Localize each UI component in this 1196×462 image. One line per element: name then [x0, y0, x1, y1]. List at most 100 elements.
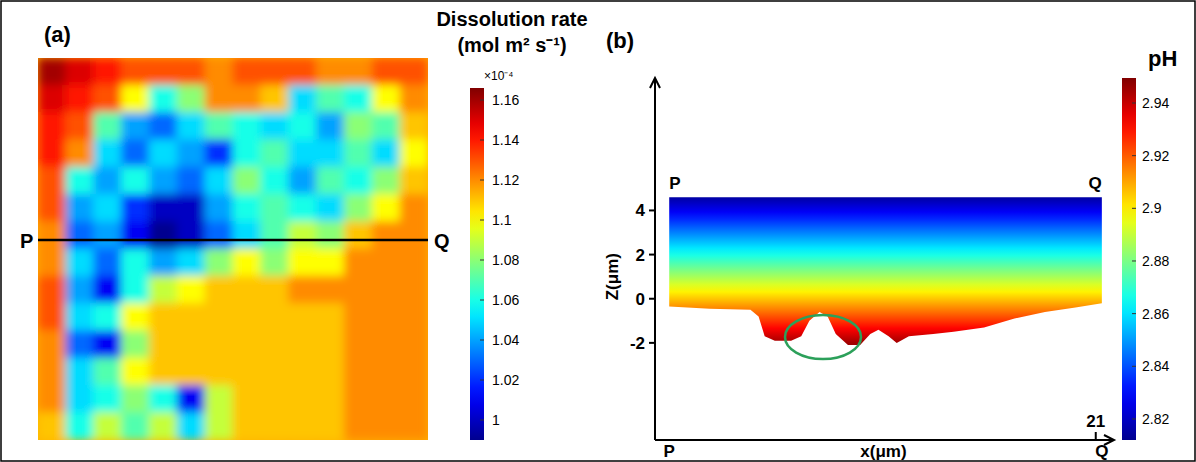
heatmap-cell	[260, 58, 289, 86]
heatmap-cell	[233, 330, 262, 358]
heatmap-cell	[149, 112, 178, 140]
heatmap-cell	[149, 303, 178, 331]
map-ground	[38, 58, 428, 440]
heatmap-cell	[260, 139, 289, 167]
heatmap-cell	[400, 167, 428, 195]
heatmap-cell	[316, 58, 345, 86]
colorbar-tick-label: 1.04	[492, 332, 519, 348]
heatmap-cell	[344, 330, 373, 358]
figure: (a)PQ11.021.041.061.081.11.121.141.16×10…	[0, 0, 1196, 462]
heatmap-cell	[316, 221, 345, 249]
heatmap-cell	[121, 330, 150, 358]
heatmap-cell	[288, 330, 317, 358]
heatmap-cell	[177, 58, 206, 86]
heatmap-cell	[260, 303, 289, 331]
heatmap-cell	[288, 167, 317, 195]
heatmap-cell	[260, 85, 289, 113]
heatmap-cell	[288, 303, 317, 331]
heatmap-cell	[177, 303, 206, 331]
heatmap-cell	[177, 385, 206, 413]
heatmap-cell	[121, 249, 150, 277]
heatmap-cell	[121, 194, 150, 222]
highlight	[785, 315, 861, 359]
heatmap-cell	[149, 385, 178, 413]
heatmap-cell	[316, 358, 345, 386]
panel-label: (b)	[606, 28, 634, 53]
x-axis-title: x(μm)	[860, 442, 906, 461]
heatmap-cell	[260, 167, 289, 195]
heatmap-cell	[316, 330, 345, 358]
colorbar-tick	[1132, 103, 1136, 104]
heatmap-cell	[288, 221, 317, 249]
heatmap-cell	[260, 330, 289, 358]
heatmap-cell	[65, 412, 94, 440]
colorbar-tick-label: 2.9	[1142, 200, 1162, 216]
heatmap-cell	[93, 167, 122, 195]
heatmap-cell	[205, 412, 234, 440]
colorbar-tick	[1132, 418, 1136, 419]
colorbar-tick-label: 1.1	[492, 212, 512, 228]
colorbar-tick-label: 1.02	[492, 372, 519, 388]
heatmap-cell	[344, 221, 373, 249]
heatmap-cell	[260, 358, 289, 386]
colorbar-tick-label: 2.82	[1142, 411, 1169, 427]
heatmap-cell	[38, 303, 66, 331]
heatmap-cell	[288, 85, 317, 113]
colorbar-tick-label: 2.84	[1142, 358, 1169, 374]
heatmap-cell	[93, 385, 122, 413]
heatmap-cell	[288, 58, 317, 86]
colorbar-tick	[480, 140, 484, 141]
heatmap-cell	[233, 249, 262, 277]
y-axis-title: Z(μm)	[603, 253, 622, 300]
colorbar-tick	[1132, 366, 1136, 367]
heatmap-cell	[233, 385, 262, 413]
heatmap-cell	[177, 358, 206, 386]
colorbar-tick-label: 2.92	[1142, 148, 1169, 164]
heatmap-cell	[65, 303, 94, 331]
heatmap-cell	[260, 385, 289, 413]
heatmap-cell	[38, 139, 66, 167]
y-tick	[649, 209, 655, 211]
heatmap-cell	[344, 412, 373, 440]
heatmap-cell	[400, 412, 428, 440]
heatmap-cell	[205, 167, 234, 195]
heatmap-cell	[288, 112, 317, 140]
heatmap-cell	[177, 194, 206, 222]
heatmap-cell	[316, 194, 345, 222]
heatmap-cell	[372, 385, 401, 413]
heatmap-cell	[205, 249, 234, 277]
heatmap-cell	[233, 303, 262, 331]
y-tick-label: 0	[636, 290, 645, 309]
heatmap-cell	[344, 85, 373, 113]
x-tick-label: P	[664, 442, 675, 461]
heatmap-cell	[65, 194, 94, 222]
heatmap-cell	[372, 249, 401, 277]
heatmap-area	[38, 58, 428, 440]
heatmap-cell	[149, 58, 178, 86]
colorbar-tick	[1132, 313, 1136, 314]
heatmap-cell	[65, 358, 94, 386]
y-arrow	[650, 78, 660, 88]
colorbar-tick	[480, 300, 484, 301]
heatmap-cell	[233, 58, 262, 86]
heatmap-cell	[93, 139, 122, 167]
heatmap-cell	[372, 194, 401, 222]
heatmap-cell	[93, 221, 122, 249]
heatmap-cell	[400, 85, 428, 113]
heatmap-cell	[288, 358, 317, 386]
heatmap-cell	[205, 330, 234, 358]
colorbar-tick-label: 2.86	[1142, 306, 1169, 322]
heatmap-cell	[372, 85, 401, 113]
y-tick	[649, 298, 655, 300]
heatmap-cell	[400, 194, 428, 222]
y-tick-label: 2	[636, 246, 645, 265]
heatmap-cell	[93, 194, 122, 222]
heatmap-cell	[233, 167, 262, 195]
colorbar-tick	[1132, 155, 1136, 156]
heatmap-cell	[177, 112, 206, 140]
colorbar-tick	[480, 260, 484, 261]
heatmap-cell	[177, 85, 206, 113]
heatmap-cell	[149, 358, 178, 386]
heatmap-cell	[372, 139, 401, 167]
heatmap-cell	[233, 358, 262, 386]
